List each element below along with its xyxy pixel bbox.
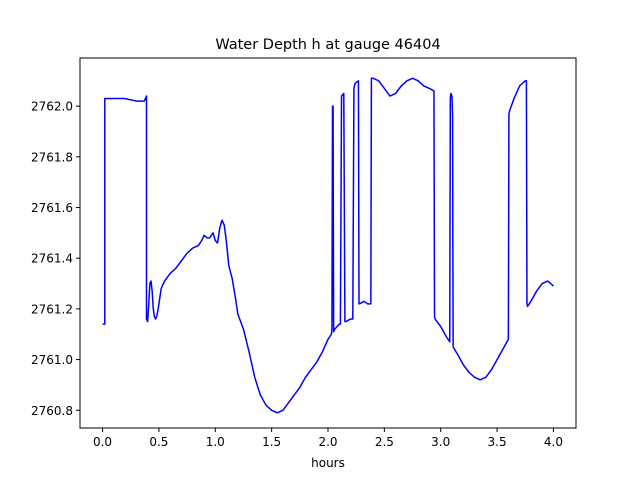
y-tick-label: 2761.6: [31, 201, 73, 215]
x-tick-label: 1.0: [206, 435, 225, 449]
y-tick-label: 2761.2: [31, 302, 73, 316]
x-tick-label: 3.0: [431, 435, 450, 449]
x-tick-label: 0.0: [93, 435, 112, 449]
x-tick-label: 3.5: [488, 435, 507, 449]
x-axis-label: hours: [311, 456, 345, 470]
x-tick-label: 2.5: [375, 435, 394, 449]
y-tick-label: 2761.0: [31, 353, 73, 367]
x-tick-label: 4.0: [544, 435, 563, 449]
axes-frame: [79, 57, 577, 429]
y-tick-label: 2762.0: [31, 100, 73, 114]
water-depth-line: [102, 77, 554, 414]
plot-area: [102, 77, 554, 414]
y-tick-label: 2761.4: [31, 252, 73, 266]
x-axis-ticks: 0.0 0.5 1.0 1.5 2.0 2.5 3.0 3.5 4.0: [93, 428, 563, 449]
y-tick-label: 2761.8: [31, 150, 73, 164]
y-tick-label: 2760.8: [31, 404, 73, 418]
x-tick-label: 1.5: [262, 435, 281, 449]
x-tick-label: 0.5: [149, 435, 168, 449]
chart-title: Water Depth h at gauge 46404: [215, 37, 440, 53]
x-tick-label: 2.0: [318, 435, 337, 449]
y-axis-ticks: 2760.8 2761.0 2761.2 2761.4 2761.6 2761.8 2762…: [31, 100, 80, 418]
